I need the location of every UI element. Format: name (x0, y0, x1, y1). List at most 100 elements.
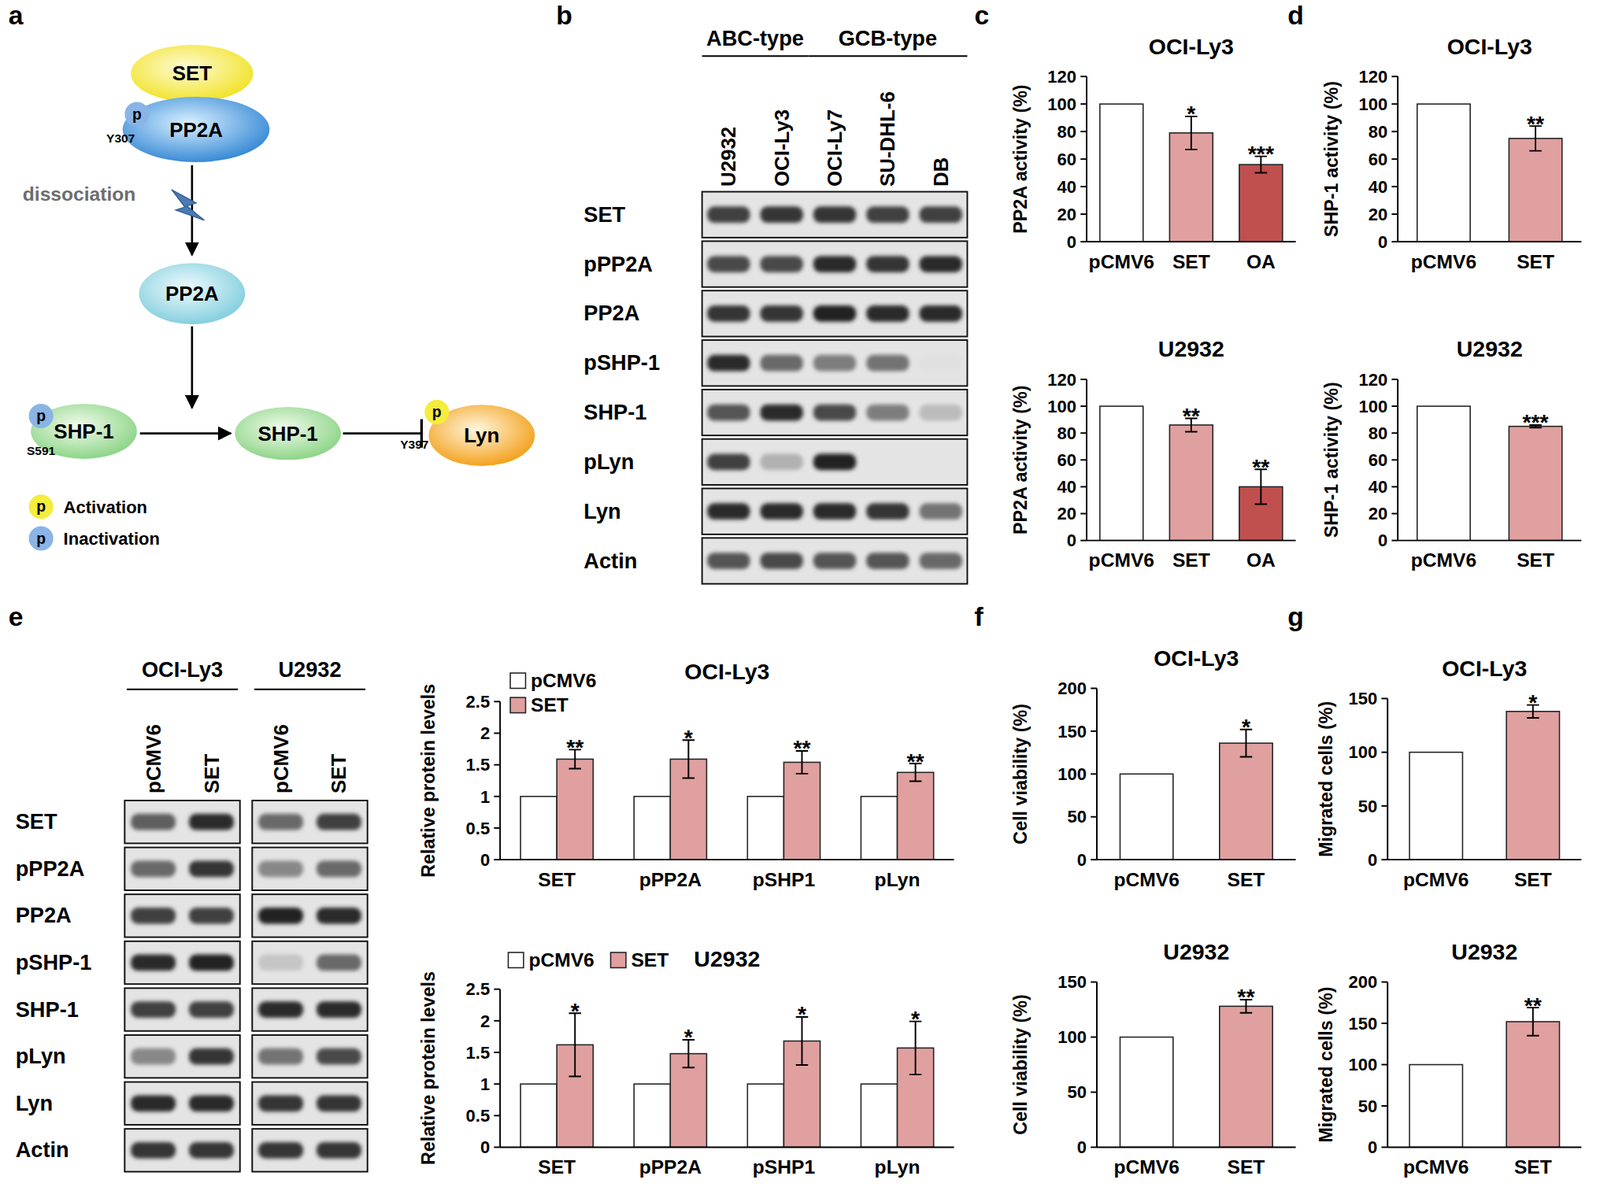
y-tick (1090, 981, 1097, 984)
x-tick-label: pCMV6 (1403, 869, 1469, 891)
blot-frame (124, 941, 240, 985)
x-axis (1397, 540, 1582, 542)
node-label: Lyn (463, 424, 500, 447)
chart-title: U2932 (1451, 939, 1518, 965)
band (188, 1048, 234, 1066)
phospho-site (29, 403, 54, 429)
y-tick-label: 0.5 (466, 1106, 491, 1126)
bar (1417, 406, 1471, 541)
band (866, 503, 909, 520)
x-tick-label: pSHP1 (752, 869, 815, 891)
blot-frame (124, 1082, 240, 1126)
legend-symbol (29, 525, 54, 551)
row-label: SET (15, 809, 58, 834)
y-tick-label: 0 (1077, 850, 1087, 871)
figure: abcdefgdissociationSETPP2ApY307PP2ASHP-1… (0, 0, 1600, 1187)
y-tick-label: 40 (1368, 477, 1389, 497)
panel-letter: a (8, 0, 24, 30)
plot-marks (1119, 729, 1273, 860)
legend-label: SET (530, 694, 569, 716)
x-tick-label: SET (1172, 549, 1211, 571)
x-tick-label: pCMV6 (1113, 869, 1179, 891)
y-tick (493, 733, 500, 735)
band (316, 860, 362, 878)
node-label: SET (172, 62, 213, 85)
y-tick-label: 0 (1377, 530, 1388, 551)
y-tick-label: 120 (1358, 370, 1388, 390)
row-label: PP2A (583, 300, 640, 326)
y-tick (1381, 1105, 1388, 1108)
band (707, 503, 750, 520)
row-label: pLyn (15, 1044, 67, 1069)
y-tick-label: 0 (1066, 530, 1077, 551)
x-axis (1096, 1147, 1297, 1149)
blot-frame (251, 1082, 367, 1126)
row-label: pSHP-1 (583, 350, 660, 375)
row-label: Lyn (15, 1091, 53, 1116)
axis-title: Cell viability (%) (1010, 703, 1031, 845)
row-label: Actin (583, 548, 638, 574)
y-tick-label: 80 (1057, 122, 1078, 142)
band (919, 552, 963, 570)
node (234, 407, 341, 460)
axis-title: Migrated cells (%) (1315, 986, 1337, 1143)
band (130, 1095, 176, 1112)
x-tick-label: pLyn (874, 1156, 921, 1178)
y-tick-label: 50 (1067, 807, 1088, 827)
y-tick-label: 100 (1047, 94, 1077, 115)
x-axis (1096, 859, 1297, 861)
y-tick (1381, 859, 1388, 861)
band (866, 454, 909, 471)
x-tick-label: pLyn (874, 869, 921, 891)
row-label: pSHP-1 (15, 950, 93, 975)
bar (1100, 103, 1144, 242)
significance: *** (1248, 140, 1275, 167)
x-tick-label: pPP2A (639, 1156, 703, 1178)
y-tick-label: 120 (1047, 370, 1077, 390)
axis-title: PP2A activity (%) (1010, 84, 1031, 234)
y-tick (1090, 859, 1097, 861)
y-tick-label: 100 (1358, 94, 1388, 115)
row-label: SHP-1 (583, 400, 647, 425)
band (188, 955, 234, 972)
band (188, 860, 234, 878)
y-tick (493, 859, 500, 861)
plot-marks (1409, 705, 1560, 861)
chart-title: U2932 (1162, 939, 1230, 965)
band (759, 454, 803, 471)
bar (860, 1084, 897, 1148)
bar (1219, 743, 1273, 860)
band (813, 552, 856, 570)
band (316, 1095, 362, 1112)
blot-frame (702, 240, 968, 287)
y-tick (493, 1020, 500, 1023)
y-tick (493, 1083, 500, 1086)
significance: ** (1524, 992, 1543, 1019)
lane-label: SET (200, 753, 223, 794)
x-tick-label: OA (1246, 549, 1276, 571)
band (866, 404, 909, 422)
x-tick-label: SET (1172, 251, 1211, 273)
chart-title: U2932 (693, 946, 760, 972)
bar (1169, 425, 1213, 541)
x-tick-label: pCMV6 (1113, 1156, 1179, 1178)
band (919, 305, 963, 323)
y-tick (1391, 103, 1398, 105)
bar (520, 796, 557, 860)
y-tick-label: 2.5 (466, 979, 491, 1000)
y-tick-label: 200 (1057, 678, 1087, 699)
band (316, 955, 362, 972)
x-tick-label: SET (537, 869, 576, 891)
y-tick (1080, 185, 1087, 188)
axis-title: Relative protein levels (418, 684, 439, 878)
y-tick-label: 0 (480, 850, 490, 871)
arrow (191, 326, 194, 409)
band (316, 1142, 362, 1160)
y-tick-label: 1 (480, 1074, 490, 1095)
band (813, 255, 856, 273)
significance: * (1528, 689, 1538, 715)
axis-title: Relative protein levels (418, 971, 439, 1166)
y-tick-label: 0 (1077, 1137, 1087, 1158)
bar (897, 772, 934, 860)
band (316, 1001, 362, 1019)
